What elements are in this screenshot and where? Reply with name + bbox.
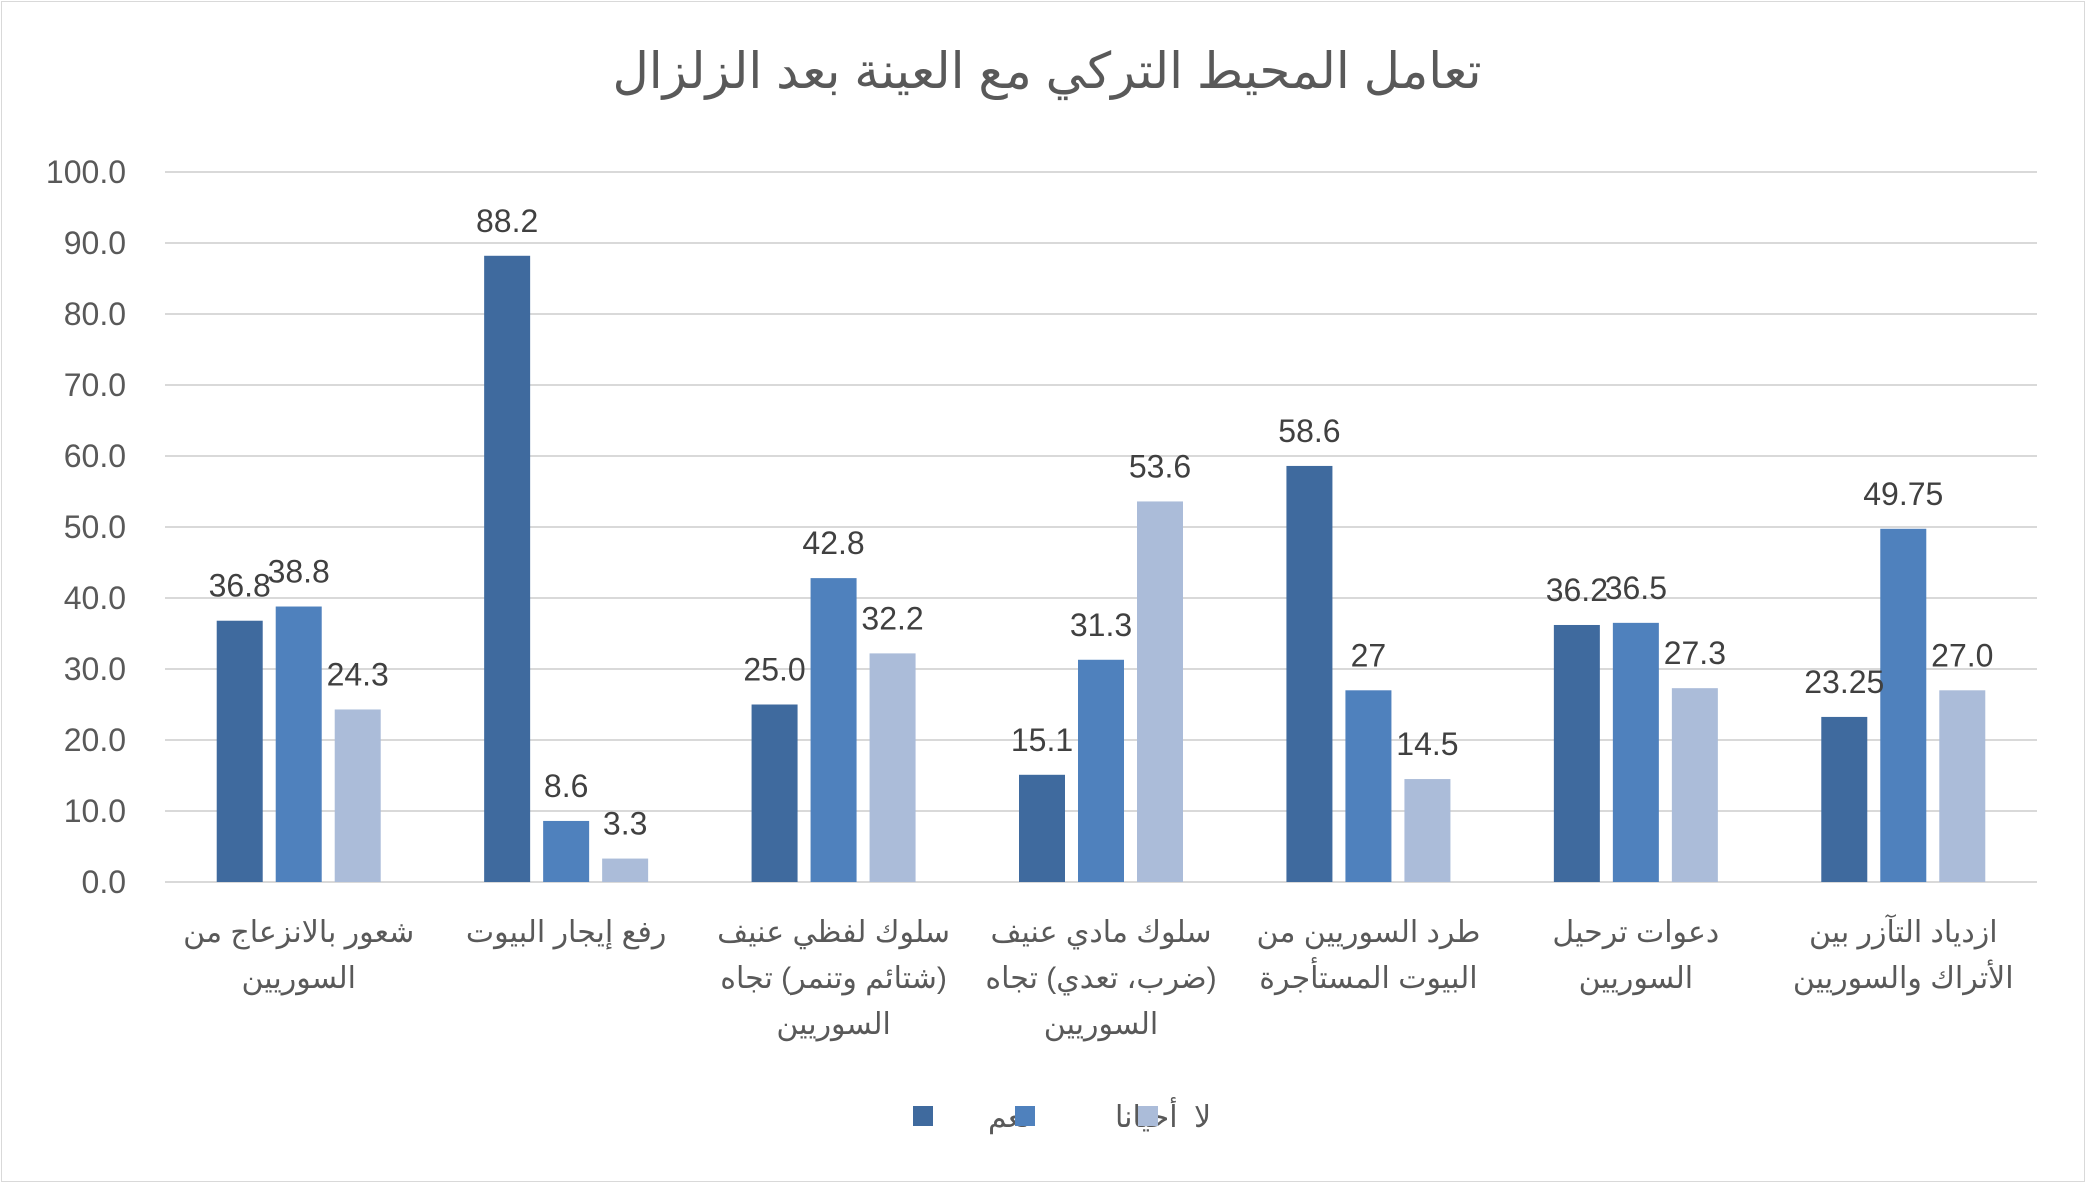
bar [1404,779,1451,882]
chart-title: تعامل المحيط التركي مع العينة بعد الزلزا… [612,43,1481,101]
data-label: 58.6 [1278,413,1340,449]
bar [869,653,916,882]
legend: نعمأحيانالا [913,1096,1211,1135]
bar [751,704,798,882]
data-label: 49.75 [1863,476,1943,512]
bar [1345,690,1392,882]
bar [1553,624,1600,882]
data-label: 8.6 [544,768,588,804]
y-tick-label: 100.0 [46,154,126,190]
y-tick-label: 10.0 [64,793,126,829]
bar [1939,690,1986,882]
bar [484,255,531,882]
bar [1880,528,1927,882]
data-label: 27 [1351,637,1387,673]
data-label: 27.0 [1931,637,1993,673]
data-label: 31.3 [1070,607,1132,643]
data-label: 14.5 [1396,726,1458,762]
data-label: 36.8 [209,568,271,604]
legend-swatch [1015,1106,1035,1126]
gridlines [165,171,2037,883]
bar [810,578,857,882]
bar [216,620,263,882]
data-label: 3.3 [603,806,647,842]
data-label: 15.1 [1011,722,1073,758]
y-tick-label: 70.0 [64,367,126,403]
bar [1019,774,1065,882]
category-label: الأتراك والسوريين [1793,958,2014,996]
bar [1078,659,1124,882]
data-label: 27.3 [1664,635,1726,671]
data-label: 23.25 [1804,664,1884,700]
bar [1821,716,1868,882]
y-tick-label: 60.0 [64,438,126,474]
data-label: 38.8 [268,554,330,590]
category-label: (شتائم وتنمر) تجاه [720,962,947,996]
bars [216,255,1986,882]
bar [275,606,322,882]
category-label: ازدياد التآزر بين [1809,914,1998,949]
category-label: البيوت المستأجرة [1259,956,1477,995]
y-tick-label: 90.0 [64,225,126,261]
data-label: 24.3 [327,656,389,692]
bar [334,709,381,882]
bar [1137,501,1183,882]
bar [1671,688,1718,882]
category-label: السوريين [241,962,355,995]
data-labels: 36.838.8 24.3 88.2 8.6 3.3 25.0 42.8 32.2 15.1 31… [209,203,1994,842]
data-label: 36.2 [1546,572,1608,608]
category-label: سلوك لفظي عنيف [717,916,950,950]
bar [1286,465,1333,882]
y-axis-ticks: 0.0 10.0 20.0 30.0 40.0 50.0 60.0 70.0 80.0 90.0 1… [46,154,126,900]
y-tick-label: 20.0 [64,722,126,758]
category-label: السوريين [1044,1008,1158,1041]
legend-label: لا [1194,1101,1211,1134]
category-label: شعور بالانزعاج من [183,916,414,950]
data-label: 36.5 [1605,570,1667,606]
category-label: رفع إيجار البيوت [466,916,666,950]
bar [1612,622,1659,882]
category-label: سلوك مادي عنيف [990,916,1211,949]
category-label: السوريين [776,1008,890,1041]
legend-swatch [913,1106,933,1126]
y-tick-label: 80.0 [64,296,126,332]
x-axis-categories: شعور بالانزعاج من السوريين رفع إيجار البيو… [183,914,2013,1041]
bar [543,820,590,882]
data-label: 88.2 [476,203,538,239]
y-tick-label: 40.0 [64,580,126,616]
y-tick-label: 50.0 [64,509,126,545]
category-label: (ضرب، تعدي) تجاه [985,962,1216,995]
legend-swatch [1138,1106,1158,1126]
data-label: 25.0 [743,652,805,688]
category-label: طرد السوريين من [1257,916,1481,949]
y-tick-label: 0.0 [82,864,126,900]
y-tick-label: 30.0 [64,651,126,687]
bar [602,858,649,882]
category-label: دعوات ترحيل [1552,916,1719,949]
data-label: 32.2 [861,600,923,636]
data-label: 42.8 [802,525,864,561]
data-label: 53.6 [1129,448,1191,484]
category-label: السوريين [1579,962,1693,995]
